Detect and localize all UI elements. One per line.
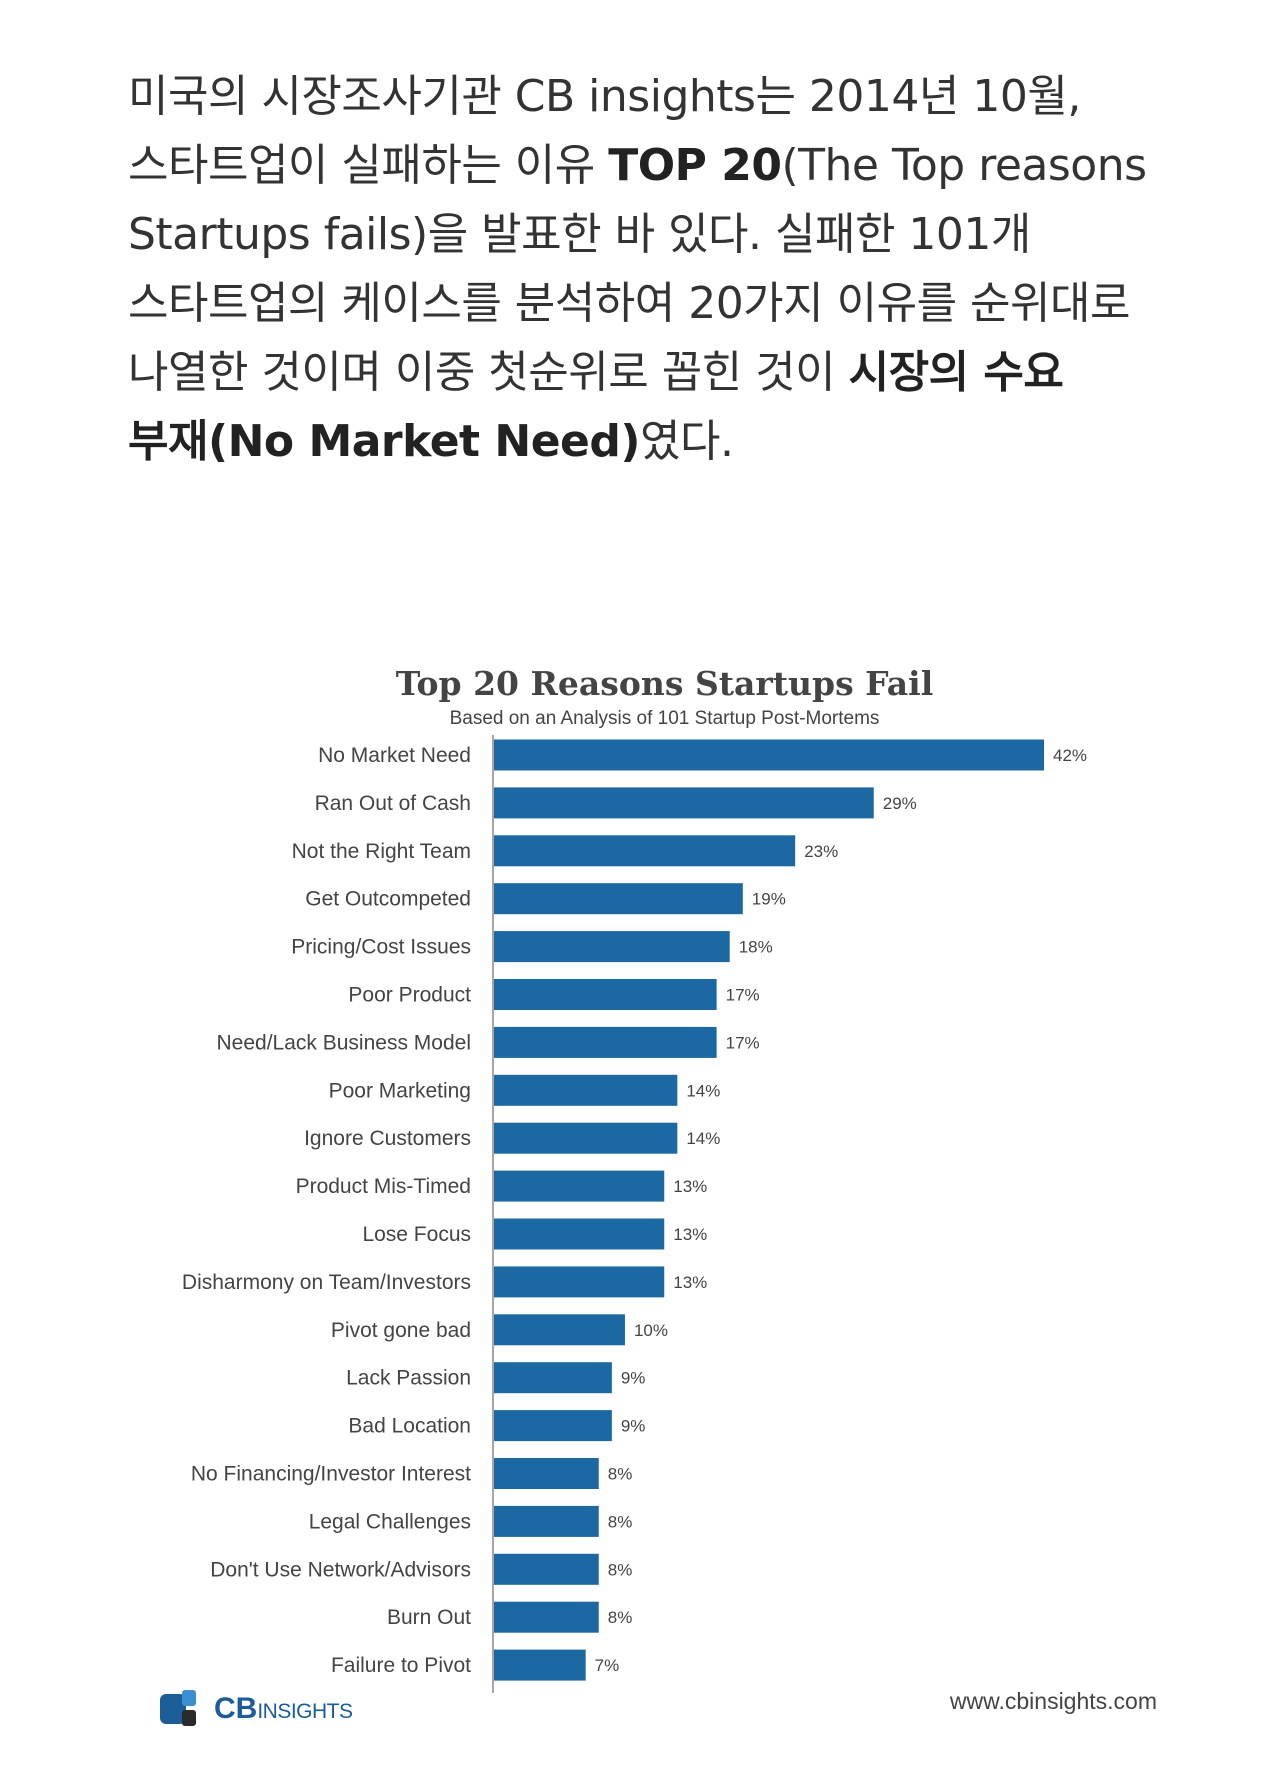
bar [494, 1026, 717, 1058]
bar [494, 1074, 678, 1106]
chart-title: Top 20 Reasons Startups Fail [395, 664, 934, 703]
value-label: 18% [739, 938, 773, 957]
intro-line: Startups fails)을 발표한 바 있다. 실패한 101개 [128, 200, 1168, 269]
intro-emphasis: 시장의 수요 [848, 347, 1064, 398]
bar [494, 1505, 599, 1537]
intro-line: 부재(No Market Need)였다. [128, 407, 1168, 476]
value-label: 8% [608, 1465, 633, 1484]
category-label: Pivot gone bad [331, 1319, 471, 1342]
category-label: Burn Out [387, 1606, 471, 1629]
bar [494, 1601, 599, 1633]
intro-line: 나열한 것이며 이중 첫순위로 꼽힌 것이 시장의 수요 [128, 338, 1168, 407]
intro-paragraph: 미국의 시장조사기관 CB insights는 2014년 10월, 스타트업이 … [128, 62, 1168, 476]
value-label: 23% [804, 842, 838, 861]
intro-line: 미국의 시장조사기관 CB insights는 2014년 10월, [128, 62, 1168, 131]
category-label: Poor Product [348, 984, 471, 1007]
intro-text: 스타트업이 실패하는 이유 [128, 140, 609, 191]
bar [494, 1362, 612, 1394]
category-label: Don't Use Network/Advisors [210, 1558, 471, 1581]
category-label: Get Outcompeted [305, 888, 471, 911]
cb-logo-mark-icon [160, 1690, 196, 1726]
value-label: 19% [752, 890, 786, 909]
bar [494, 1122, 678, 1154]
value-label: 13% [673, 1177, 707, 1196]
value-label: 8% [608, 1512, 633, 1531]
bar [494, 1266, 665, 1298]
intro-text: 였다. [640, 416, 734, 467]
value-label: 10% [634, 1321, 668, 1340]
value-label: 17% [726, 986, 760, 1005]
intro-text: 나열한 것이며 이중 첫순위로 꼽힌 것이 [128, 347, 849, 398]
intro-text: 스타트업의 케이스를 분석하여 20가지 이유를 순위대로 [128, 278, 1130, 329]
category-label: Need/Lack Business Model [217, 1031, 471, 1054]
category-label: Product Mis-Timed [296, 1175, 471, 1198]
category-label: Poor Marketing [329, 1079, 471, 1102]
site-url: www.cbinsights.com [949, 1688, 1157, 1714]
intro-emphasis: TOP 20 [608, 140, 782, 191]
bar [494, 1553, 599, 1585]
category-label: Lack Passion [346, 1367, 471, 1390]
value-label: 29% [883, 794, 917, 813]
category-label: No Financing/Investor Interest [191, 1463, 471, 1486]
intro-text: 미국의 시장조사기관 CB insights는 2014년 10월, [128, 71, 1081, 122]
value-label: 9% [621, 1417, 646, 1436]
bar [494, 787, 874, 819]
value-label: 14% [686, 1081, 720, 1100]
category-label: No Market Need [318, 744, 471, 767]
value-label: 42% [1053, 746, 1087, 765]
bar [494, 979, 717, 1010]
value-label: 17% [726, 1033, 760, 1052]
intro-text: Startups fails)을 발표한 바 있다. 실패한 101개 [128, 209, 1031, 260]
bar [494, 1218, 665, 1250]
value-label: 8% [608, 1560, 633, 1579]
intro-emphasis: 부재(No Market Need) [128, 416, 641, 467]
intro-text: (The Top reasons [781, 140, 1147, 191]
category-label: Pricing/Cost Issues [291, 936, 471, 959]
bar [494, 739, 1044, 771]
category-label: Ignore Customers [304, 1127, 471, 1150]
bar [494, 835, 796, 867]
chart-subtitle: Based on an Analysis of 101 Startup Post… [449, 708, 880, 729]
value-label: 13% [673, 1225, 707, 1244]
bar [494, 931, 730, 963]
category-label: Ran Out of Cash [315, 792, 471, 815]
value-label: 14% [686, 1129, 720, 1148]
value-label: 7% [595, 1656, 620, 1675]
intro-line: 스타트업이 실패하는 이유 TOP 20(The Top reasons [128, 131, 1168, 200]
value-label: 8% [608, 1608, 633, 1627]
category-label: Bad Location [348, 1415, 471, 1438]
bar [494, 1410, 612, 1442]
category-label: Failure to Pivot [331, 1654, 471, 1677]
bar [494, 883, 743, 915]
category-label: Disharmony on Team/Investors [182, 1271, 471, 1294]
value-label: 9% [621, 1369, 646, 1388]
category-label: Legal Challenges [309, 1510, 471, 1533]
logo-insights-text: INSIGHTS [257, 1700, 353, 1723]
category-label: Lose Focus [362, 1223, 471, 1246]
bar [494, 1649, 586, 1681]
bar [494, 1170, 665, 1202]
value-label: 13% [673, 1273, 707, 1292]
bar [494, 1314, 625, 1346]
logo-cb-text: CB [214, 1692, 258, 1725]
bar [494, 1458, 599, 1489]
intro-line: 스타트업의 케이스를 분석하여 20가지 이유를 순위대로 [128, 269, 1168, 338]
category-label: Not the Right Team [292, 840, 471, 863]
